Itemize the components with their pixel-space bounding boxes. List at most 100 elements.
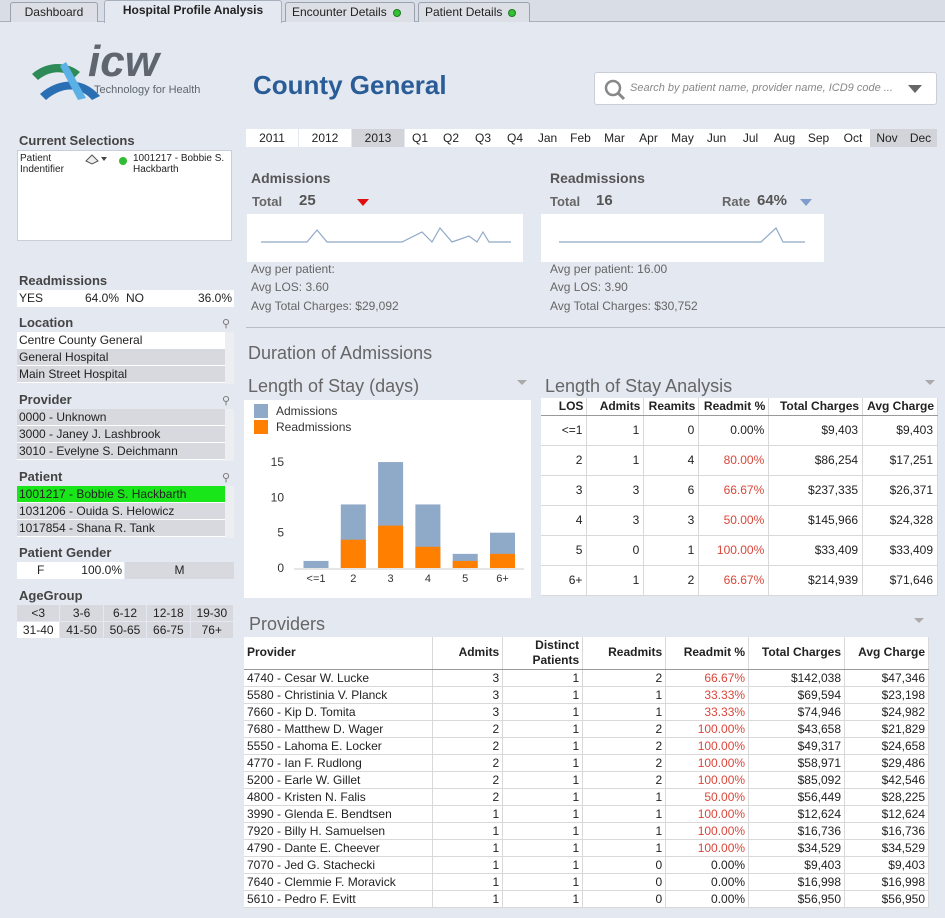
period-q1[interactable]: Q1 xyxy=(405,129,435,147)
agegroup-option[interactable]: 76+ xyxy=(190,622,233,638)
tab-hospital-profile-analysis[interactable]: Hospital Profile Analysis xyxy=(104,0,282,23)
table-row[interactable]: 7070 - Jed G. Stachecki 1 1 0 0.00% $9,403 $9,… xyxy=(244,856,929,874)
table-row[interactable]: 7680 - Matthew D. Wager 2 1 2 100.00% $43,658… xyxy=(244,720,929,738)
period-mar[interactable]: Mar xyxy=(597,129,632,147)
list-item[interactable]: 3000 - Janey J. Lashbrook xyxy=(17,426,234,443)
table-row[interactable]: 3 3 6 66.67% $237,335 $26,371 xyxy=(541,475,938,506)
search-icon[interactable]: ⚲ xyxy=(222,318,231,330)
agegroup-option[interactable]: 31-40 xyxy=(17,622,60,638)
scrollbar[interactable] xyxy=(225,486,234,538)
period-jun[interactable]: Jun xyxy=(700,129,733,147)
tab-encounter-details[interactable]: Encounter Details xyxy=(285,2,415,22)
table-row[interactable]: 5580 - Christinia V. Planck 3 1 1 33.33% $69,… xyxy=(244,686,929,704)
table-cell: 1 xyxy=(582,703,667,721)
table-row[interactable]: 7660 - Kip D. Tomita 3 1 1 33.33% $74,946 $24,… xyxy=(244,703,929,721)
scrollbar[interactable] xyxy=(225,409,234,461)
table-cell: 3 xyxy=(541,475,588,506)
no-option[interactable]: NO xyxy=(126,291,144,305)
column-header[interactable]: Provider xyxy=(244,637,434,670)
table-row[interactable]: 5 0 1 100.00% $33,409 $33,409 xyxy=(541,535,938,566)
table-row[interactable]: 5200 - Earle W. Gillet 2 1 2 100.00% $85,092 $… xyxy=(244,771,929,789)
list-item[interactable]: General Hospital xyxy=(17,349,234,366)
column-header[interactable]: Avg Charge xyxy=(844,637,929,670)
tab-patient-details[interactable]: Patient Details xyxy=(418,2,530,22)
list-item[interactable]: 3010 - Evelyne S. Deichmann xyxy=(17,443,234,460)
period-feb[interactable]: Feb xyxy=(564,129,597,147)
period-q3[interactable]: Q3 xyxy=(467,129,499,147)
list-item[interactable]: 1017854 - Shana R. Tank xyxy=(17,520,234,537)
year-2011[interactable]: 2011 xyxy=(246,129,298,147)
period-aug[interactable]: Aug xyxy=(768,129,801,147)
period-q2[interactable]: Q2 xyxy=(435,129,467,147)
chart-menu-icon[interactable] xyxy=(517,380,527,385)
period-q4[interactable]: Q4 xyxy=(499,129,531,147)
table-row[interactable]: <=1 1 0 0.00% $9,403 $9,403 xyxy=(541,415,938,446)
list-item[interactable]: 0000 - Unknown xyxy=(17,409,234,426)
period-sep[interactable]: Sep xyxy=(801,129,836,147)
column-header[interactable]: Total Charges xyxy=(768,398,864,416)
column-header[interactable]: Readmit % xyxy=(665,637,750,670)
list-item[interactable]: Main Street Hospital xyxy=(17,366,234,383)
table-row[interactable]: 4740 - Cesar W. Lucke 3 1 2 66.67% $142,038 $4… xyxy=(244,669,929,687)
column-header[interactable]: Total Charges xyxy=(748,637,845,670)
yes-option[interactable]: YES xyxy=(19,291,44,305)
table-cell: $237,335 xyxy=(768,475,864,506)
agegroup-option[interactable]: 3-6 xyxy=(60,605,103,621)
period-apr[interactable]: Apr xyxy=(632,129,665,147)
tab-dashboard[interactable]: Dashboard xyxy=(10,2,98,22)
table-row[interactable]: 5610 - Pedro F. Evitt 1 1 0 0.00% $56,950 $56,… xyxy=(244,890,929,908)
column-header[interactable]: Avg Charge xyxy=(862,398,938,416)
column-header[interactable]: Admits xyxy=(432,637,504,670)
period-jan[interactable]: Jan xyxy=(531,129,564,147)
year-2013[interactable]: 2013 xyxy=(352,129,404,147)
year-2012[interactable]: 2012 xyxy=(299,129,351,147)
table-menu-icon[interactable] xyxy=(925,380,935,385)
table-row[interactable]: 4 3 3 50.00% $145,966 $24,328 xyxy=(541,505,938,536)
table-row[interactable]: 4800 - Kristen N. Falis 2 1 1 50.00% $56,449 $… xyxy=(244,788,929,806)
search-input[interactable]: Search by patient name, provider name, I… xyxy=(594,72,937,105)
column-header[interactable]: Readmits xyxy=(582,637,667,670)
table-row[interactable]: 2 1 4 80.00% $86,254 $17,251 xyxy=(541,445,938,476)
table-menu-icon[interactable] xyxy=(914,618,924,623)
period-dec[interactable]: Dec xyxy=(904,129,937,147)
period-may[interactable]: May xyxy=(665,129,700,147)
readmissions-row[interactable]: YES 64.0% NO 36.0% xyxy=(17,290,234,307)
table-cell: $21,829 xyxy=(844,720,929,738)
agegroup-option[interactable]: 50-65 xyxy=(103,622,147,638)
sheet-tab-bar: Dashboard Hospital Profile Analysis Enco… xyxy=(0,0,945,23)
list-item-selected[interactable]: 1001217 - Bobbie S. Hackbarth xyxy=(17,486,234,503)
scrollbar[interactable] xyxy=(225,332,234,384)
agegroup-option[interactable]: 6-12 xyxy=(103,605,147,621)
search-icon[interactable]: ⚲ xyxy=(222,395,231,407)
column-header[interactable]: Reamits xyxy=(643,398,700,416)
search-icon[interactable]: ⚲ xyxy=(222,472,231,484)
column-header[interactable]: Readmit % xyxy=(698,398,770,416)
table-row[interactable]: 3990 - Glenda E. Bendtsen 1 1 1 100.00% $12,6… xyxy=(244,805,929,823)
period-jul[interactable]: Jul xyxy=(733,129,768,147)
table-row[interactable]: 4770 - Ian F. Rudlong 2 1 2 100.00% $58,971 $2… xyxy=(244,754,929,772)
eraser-icon[interactable] xyxy=(84,153,110,165)
table-cell: $9,403 xyxy=(862,415,938,446)
gender-f-option[interactable]: F 100.0% xyxy=(17,562,124,579)
agegroup-option[interactable]: 66-75 xyxy=(147,622,190,638)
gender-m-option[interactable]: M xyxy=(125,562,234,579)
providers-title: Providers xyxy=(249,614,326,634)
table-row[interactable]: 5550 - Lahoma E. Locker 2 1 2 100.00% $49,317… xyxy=(244,737,929,755)
list-item[interactable]: 1031206 - Ouida S. Helowicz xyxy=(17,503,234,520)
column-header[interactable]: LOS xyxy=(541,398,588,416)
column-header[interactable]: Admits xyxy=(586,398,645,416)
period-nov[interactable]: Nov xyxy=(870,129,904,147)
agegroup-option[interactable]: 12-18 xyxy=(147,605,190,621)
agegroup-option[interactable]: <3 xyxy=(17,605,60,621)
table-row[interactable]: 6+ 1 2 66.67% $214,939 $71,646 xyxy=(541,565,938,596)
table-row[interactable]: 4790 - Dante E. Cheever 1 1 1 100.00% $34,529… xyxy=(244,839,929,857)
list-item[interactable]: Centre County General xyxy=(17,332,234,349)
column-header[interactable]: Distinct Patients xyxy=(502,637,584,670)
agegroup-option[interactable]: 19-30 xyxy=(190,605,233,621)
agegroup-option[interactable]: 41-50 xyxy=(60,622,103,638)
period-oct[interactable]: Oct xyxy=(836,129,870,147)
x-tick-label: 4 xyxy=(425,573,431,585)
table-row[interactable]: 7920 - Billy H. Samuelsen 1 1 1 100.00% $16,7… xyxy=(244,822,929,840)
search-dropdown-icon[interactable] xyxy=(908,85,922,93)
table-row[interactable]: 7640 - Clemmie F. Moravick 1 1 0 0.00% $16,99… xyxy=(244,873,929,891)
